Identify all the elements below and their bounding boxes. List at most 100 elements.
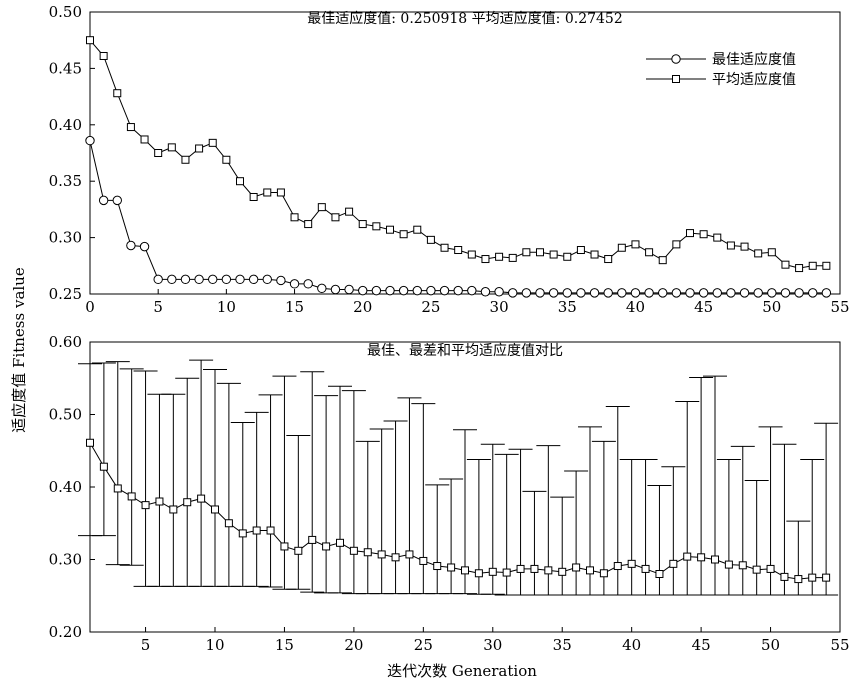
bottom-point-square (113, 484, 122, 493)
top-point-circle (398, 285, 409, 296)
bottom-point-square (697, 553, 706, 562)
top-point-square (658, 256, 667, 265)
bottom-point-square (419, 556, 428, 565)
top-point-square (195, 144, 204, 153)
top-x-tick-label: 5 (153, 298, 163, 316)
top-point-square (222, 155, 231, 164)
bottom-point-square (711, 555, 719, 564)
top-point-square (604, 255, 613, 264)
top-point-square (154, 149, 163, 157)
bottom-y-tick-label: 0.40 (49, 478, 82, 496)
top-point-circle (139, 241, 150, 252)
top-point-circle (167, 274, 177, 285)
bottom-point-square (474, 569, 483, 578)
bottom-point-square (724, 560, 733, 569)
bottom-point-square (127, 492, 136, 501)
top-point-square (631, 240, 640, 249)
top-point-square (167, 143, 176, 152)
top-point-circle (794, 288, 804, 298)
bottom-point-square (336, 538, 344, 547)
bottom-x-tick-label: 25 (414, 636, 433, 654)
legend-label-best: 最佳适应度值 (712, 51, 796, 68)
bottom-point-square (780, 572, 789, 581)
top-point-circle (767, 288, 777, 298)
top-point-square (740, 242, 749, 251)
x-axis-label: 迭代次数 Generation (387, 662, 537, 680)
bottom-chart-title: 最佳、最差和平均适应度值对比 (367, 342, 563, 359)
legend-marker-best (671, 54, 681, 64)
top-axes: 0 5 10 15 20 25 30 35 40 45 50 55 0.25 0.30 0.35 0.40 0.… (49, 3, 850, 316)
top-series-layer (85, 36, 832, 298)
top-plot-frame (89, 11, 841, 295)
bottom-point-square (169, 505, 178, 514)
top-point-circle (780, 288, 791, 298)
legend-label-average: 平均适应度值 (712, 71, 796, 88)
bottom-point-square (447, 563, 456, 572)
top-point-circle (276, 275, 286, 286)
top-chart-title: 最佳适应度值: 0.250918 平均适应度值: 0.27452 (307, 10, 622, 27)
top-point-circle (330, 284, 341, 295)
top-point-circle (112, 195, 122, 206)
bottom-point-square (766, 564, 775, 573)
top-point-circle (589, 288, 600, 298)
bottom-point-square (794, 575, 803, 584)
top-point-square (290, 213, 299, 222)
top-point-square (358, 220, 367, 229)
bottom-x-tick-label: 55 (830, 636, 849, 654)
bottom-panel: 最佳、最差和平均适应度值对比 5 10 15 20 25 30 35 40 45 50 55 0.20… (49, 333, 850, 654)
bottom-point-square (197, 494, 206, 503)
top-point-circle (317, 283, 327, 294)
top-point-square (481, 255, 490, 264)
top-point-square (140, 135, 149, 144)
top-point-circle (535, 288, 545, 298)
top-point-square (413, 225, 422, 234)
top-point-circle (753, 288, 763, 298)
top-point-square (331, 213, 340, 222)
top-point-circle (344, 284, 354, 295)
top-point-square (113, 89, 122, 98)
top-y-tick-label: 0.25 (49, 285, 82, 303)
top-point-circle (739, 288, 750, 298)
top-point-circle (644, 288, 654, 298)
bottom-point-square (586, 566, 594, 575)
bottom-y-tick-label: 0.50 (49, 406, 82, 424)
bottom-x-tick-label: 40 (622, 636, 641, 654)
top-point-circle (153, 274, 163, 285)
top-point-square (440, 243, 449, 252)
bottom-point-square (738, 561, 747, 570)
bottom-point-square (461, 566, 469, 575)
bottom-point-square (572, 563, 581, 572)
bottom-point-square (669, 559, 678, 568)
bottom-x-tick-label: 15 (275, 636, 294, 654)
bottom-x-tick-label: 20 (344, 636, 363, 654)
top-point-square (699, 230, 708, 239)
top-point-circle (426, 285, 436, 296)
top-point-square (317, 203, 326, 212)
bottom-y-tick-label: 0.60 (49, 333, 82, 351)
top-point-circle (439, 285, 450, 296)
top-point-square (399, 230, 408, 239)
top-point-square (372, 222, 381, 231)
top-point-circle (548, 288, 559, 298)
bottom-point-square (349, 546, 358, 555)
top-point-circle (303, 279, 313, 289)
top-point-circle (658, 288, 668, 298)
top-point-circle (603, 288, 613, 298)
top-legend: 最佳适应度值 平均适应度值 (646, 51, 796, 88)
top-x-tick-label: 50 (762, 298, 781, 316)
bottom-point-square (558, 567, 567, 576)
top-y-tick-label: 0.40 (49, 116, 82, 134)
top-point-square (522, 248, 531, 257)
bottom-point-square (86, 438, 94, 447)
bottom-point-square (822, 573, 831, 582)
top-point-square (549, 250, 558, 259)
top-point-circle (808, 288, 818, 298)
top-y-tick-label: 0.45 (49, 59, 82, 77)
bottom-point-square (516, 564, 525, 573)
bottom-point-square (280, 542, 289, 551)
top-point-square (536, 248, 544, 257)
top-point-circle (576, 288, 586, 298)
top-point-square (454, 246, 463, 255)
top-point-square (726, 241, 735, 250)
bottom-x-tick-label: 10 (205, 636, 224, 654)
